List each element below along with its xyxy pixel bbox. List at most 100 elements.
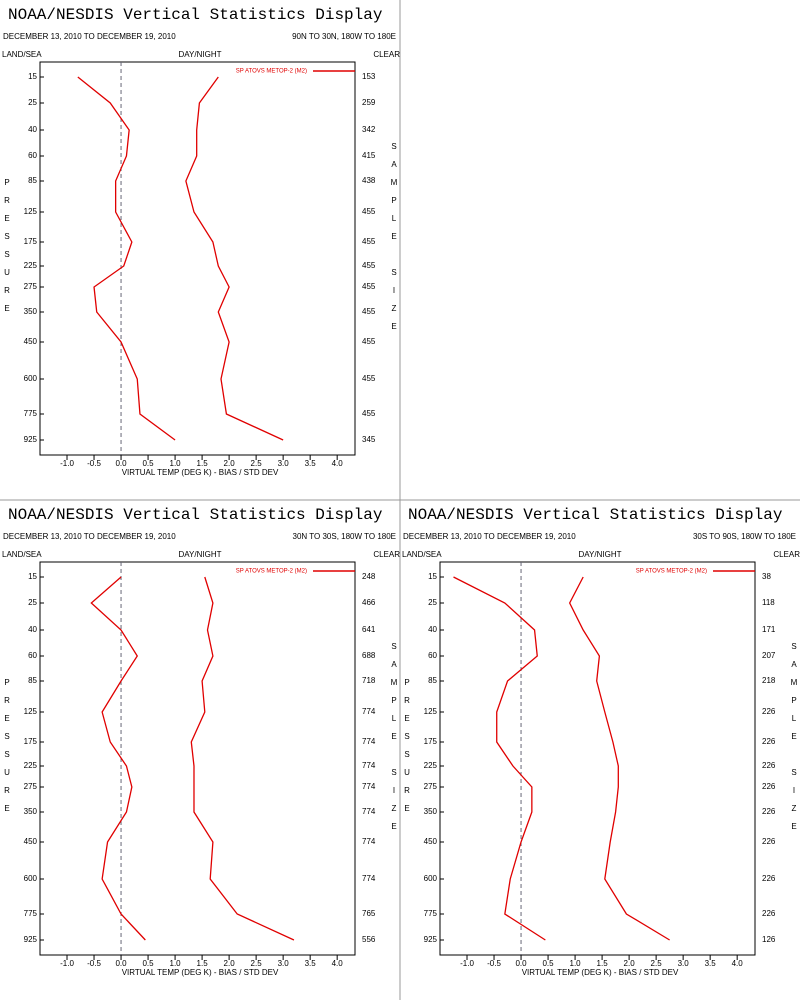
y-tick-label: 25 (428, 598, 437, 607)
sample-size: 774 (362, 807, 376, 816)
region: 90N TO 30N, 180W TO 180E (292, 32, 396, 41)
x-tick-label: 1.5 (197, 459, 209, 468)
sample-size: 455 (362, 337, 376, 346)
x-axis-label: VIRTUAL TEMP (DEG K) - BIAS / STD DEV (122, 468, 279, 477)
legend-label: SP ATOVS METOP-2 (M2) (236, 569, 307, 575)
legend-label: SP ATOVS METOP-2 (M2) (236, 69, 307, 75)
y-tick-label: 15 (28, 572, 37, 581)
sample-size: 774 (362, 782, 376, 791)
x-tick-label: -1.0 (60, 959, 74, 968)
chart-title: NOAA/NESDIS Vertical Statistics Display (8, 506, 383, 524)
sample-size: 126 (762, 935, 776, 944)
y-tick-label: 775 (424, 909, 438, 918)
chart-title: NOAA/NESDIS Vertical Statistics Display (408, 506, 783, 524)
sample-size: 688 (362, 651, 376, 660)
day-night: DAY/NIGHT (179, 550, 222, 559)
x-tick-label: 0.0 (115, 959, 127, 968)
sample-size: 774 (362, 837, 376, 846)
panel: NOAA/NESDIS Vertical Statistics Display D… (2, 506, 400, 977)
plot-frame (439, 561, 756, 956)
x-tick-label: 0.0 (115, 459, 127, 468)
date-range: DECEMBER 13, 2010 TO DECEMBER 19, 2010 (403, 532, 576, 541)
x-tick-label: 0.0 (515, 959, 527, 968)
y-tick-label: 175 (24, 737, 38, 746)
sample-size: 774 (362, 707, 376, 716)
y-tick-label: 225 (24, 261, 38, 270)
sample-size: 345 (362, 435, 376, 444)
y-tick-label: 600 (424, 874, 438, 883)
sample-size: 259 (362, 98, 376, 107)
sample-size: 455 (362, 261, 376, 270)
sample-size: 455 (362, 207, 376, 216)
sample-size: 207 (762, 651, 776, 660)
sample-size: 765 (362, 909, 376, 918)
panel: NOAA/NESDIS Vertical Statistics Display D… (402, 506, 800, 977)
x-tick-label: 2.0 (624, 959, 636, 968)
y-tick-label: 85 (28, 176, 37, 185)
bias-line (77, 76, 176, 441)
y-tick-label: 60 (428, 651, 437, 660)
sample-size: 455 (362, 307, 376, 316)
x-tick-label: 3.0 (678, 959, 690, 968)
x-tick-label: 3.5 (705, 959, 717, 968)
chart-title: NOAA/NESDIS Vertical Statistics Display (8, 6, 383, 24)
x-tick-label: -0.5 (87, 459, 101, 468)
land-sea: LAND/SEA (402, 550, 442, 559)
x-tick-label: 1.5 (197, 959, 209, 968)
sample-size: 218 (762, 676, 776, 685)
land-sea: LAND/SEA (2, 550, 42, 559)
sample-size: 415 (362, 151, 376, 160)
bias-line (90, 576, 146, 941)
y-tick-label: 925 (24, 935, 38, 944)
sample-size: 226 (762, 909, 776, 918)
y-tick-label: 40 (28, 125, 37, 134)
y-tick-label: 925 (24, 435, 38, 444)
y-tick-label: 85 (428, 676, 437, 685)
x-tick-label: -1.0 (460, 959, 474, 968)
y-tick-label: 350 (24, 807, 38, 816)
sample-size: 455 (362, 237, 376, 246)
sample-size: 226 (762, 707, 776, 716)
x-tick-label: 2.5 (251, 459, 263, 468)
sample-size: 226 (762, 837, 776, 846)
y-tick-label: 600 (24, 374, 38, 383)
sample-size: 226 (762, 761, 776, 770)
y2-axis-label: SAMPLE SIZE (790, 642, 799, 840)
y-tick-label: 450 (24, 837, 38, 846)
x-tick-label: 2.0 (224, 459, 236, 468)
y-tick-label: 25 (28, 598, 37, 607)
y-tick-label: 40 (428, 625, 437, 634)
x-axis-label: VIRTUAL TEMP (DEG K) - BIAS / STD DEV (122, 968, 279, 977)
y-tick-label: 125 (24, 707, 38, 716)
sample-size: 774 (362, 761, 376, 770)
sample-size: 455 (362, 409, 376, 418)
bias-line (453, 576, 546, 941)
y-tick-label: 775 (24, 909, 38, 918)
sample-size: 718 (362, 676, 376, 685)
y-tick-label: 60 (28, 151, 37, 160)
y-tick-label: 125 (424, 707, 438, 716)
sample-size: 153 (362, 72, 376, 81)
y-tick-label: 600 (24, 874, 38, 883)
x-tick-label: 3.5 (305, 959, 317, 968)
y-tick-label: 225 (424, 761, 438, 770)
y-tick-label: 85 (28, 676, 37, 685)
y-tick-label: 175 (424, 737, 438, 746)
x-tick-label: 4.0 (332, 959, 344, 968)
date-range: DECEMBER 13, 2010 TO DECEMBER 19, 2010 (3, 32, 176, 41)
x-tick-label: 3.0 (278, 959, 290, 968)
sample-size: 226 (762, 737, 776, 746)
sample-size: 556 (362, 935, 376, 944)
sample-size: 226 (762, 782, 776, 791)
sample-size: 455 (362, 282, 376, 291)
sample-size: 455 (362, 374, 376, 383)
sample-size: 342 (362, 125, 376, 134)
sample-size: 774 (362, 874, 376, 883)
sample-size: 226 (762, 807, 776, 816)
sample-size: 38 (762, 572, 771, 581)
sample-size: 248 (362, 572, 376, 581)
sample-size: 438 (362, 176, 376, 185)
x-tick-label: 0.5 (142, 459, 154, 468)
x-tick-label: 2.5 (651, 959, 663, 968)
